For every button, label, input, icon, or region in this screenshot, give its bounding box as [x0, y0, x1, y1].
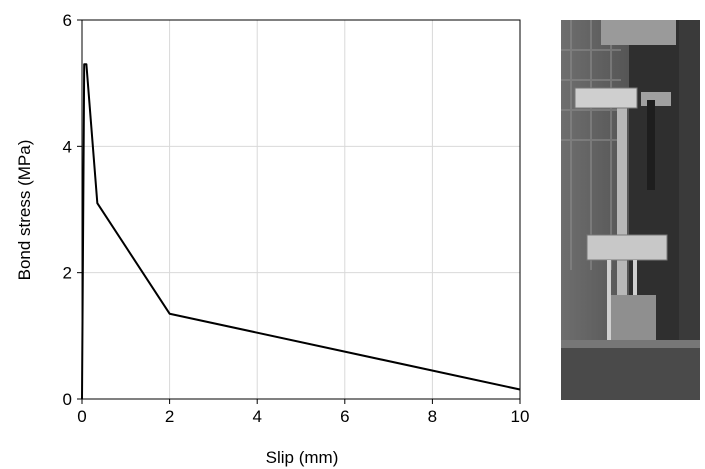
bond-slip-curve — [81, 63, 521, 400]
x-tick-label: 8 — [428, 407, 437, 426]
x-tick-label: 6 — [340, 407, 349, 426]
y-axis-title: Bond stress (MPa) — [15, 140, 34, 281]
x-tick-label: 0 — [77, 407, 86, 426]
y-tick-labels: 0 2 4 6 — [63, 11, 72, 409]
series-group — [81, 63, 521, 400]
x-axis-title: Slip (mm) — [266, 448, 339, 467]
plot-frame — [81, 19, 521, 400]
y-tick-label: 6 — [63, 11, 72, 30]
x-tick-label: 2 — [165, 407, 174, 426]
x-tick-label: 4 — [252, 407, 261, 426]
test-rig-photo — [561, 20, 700, 400]
y-tick-label: 0 — [63, 390, 72, 409]
x-tick-labels: 0 2 4 6 8 10 — [77, 407, 529, 426]
y-tick-label: 4 — [63, 137, 72, 156]
axes — [77, 19, 521, 404]
x-tick-label: 10 — [511, 407, 530, 426]
y-tick-label: 2 — [63, 264, 72, 283]
